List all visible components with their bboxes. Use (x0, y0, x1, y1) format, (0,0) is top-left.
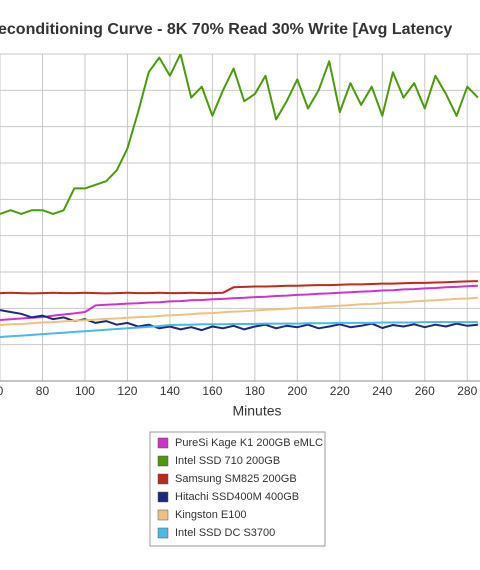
x-tick-label: 100 (75, 384, 95, 398)
x-tick-label: 280 (457, 384, 477, 398)
legend-label: Intel SSD DC S3700 (175, 527, 275, 539)
chart-title: econditioning Curve - 8K 70% Read 30% Wr… (0, 21, 452, 38)
x-tick-label: 160 (202, 384, 222, 398)
x-tick-label: 220 (330, 384, 350, 398)
legend-label: Hitachi SSD400M 400GB (175, 491, 299, 503)
x-tick-label: 200 (287, 384, 307, 398)
legend-swatch (157, 455, 169, 467)
series-line (0, 54, 479, 215)
legend-swatch (157, 509, 169, 521)
x-tick-label: 260 (415, 384, 435, 398)
x-tick-label: 0 (0, 384, 4, 398)
legend-swatch (157, 473, 169, 485)
x-tick-label: 80 (36, 384, 50, 398)
series-line (0, 296, 478, 326)
legend-label: Kingston E100 (175, 509, 247, 521)
series-line (0, 280, 478, 295)
legend-swatch (157, 437, 169, 449)
legend-label: Intel SSD 710 200GB (175, 455, 280, 467)
x-axis-label: Minutes (232, 403, 281, 419)
plot-lines (0, 54, 479, 338)
legend-swatch (157, 527, 169, 539)
series-line (0, 284, 478, 321)
legend-label: Samsung SM825 200GB (175, 473, 297, 485)
legend (149, 431, 326, 547)
x-tick-label: 180 (245, 384, 265, 398)
legend-label: PureSi Kage K1 200GB eMLC (175, 437, 323, 449)
x-tick-label: 240 (372, 384, 392, 398)
legend-swatch (157, 491, 169, 503)
series-line (0, 321, 478, 338)
x-tick-label: 120 (117, 384, 137, 398)
x-tick-label: 140 (160, 384, 180, 398)
